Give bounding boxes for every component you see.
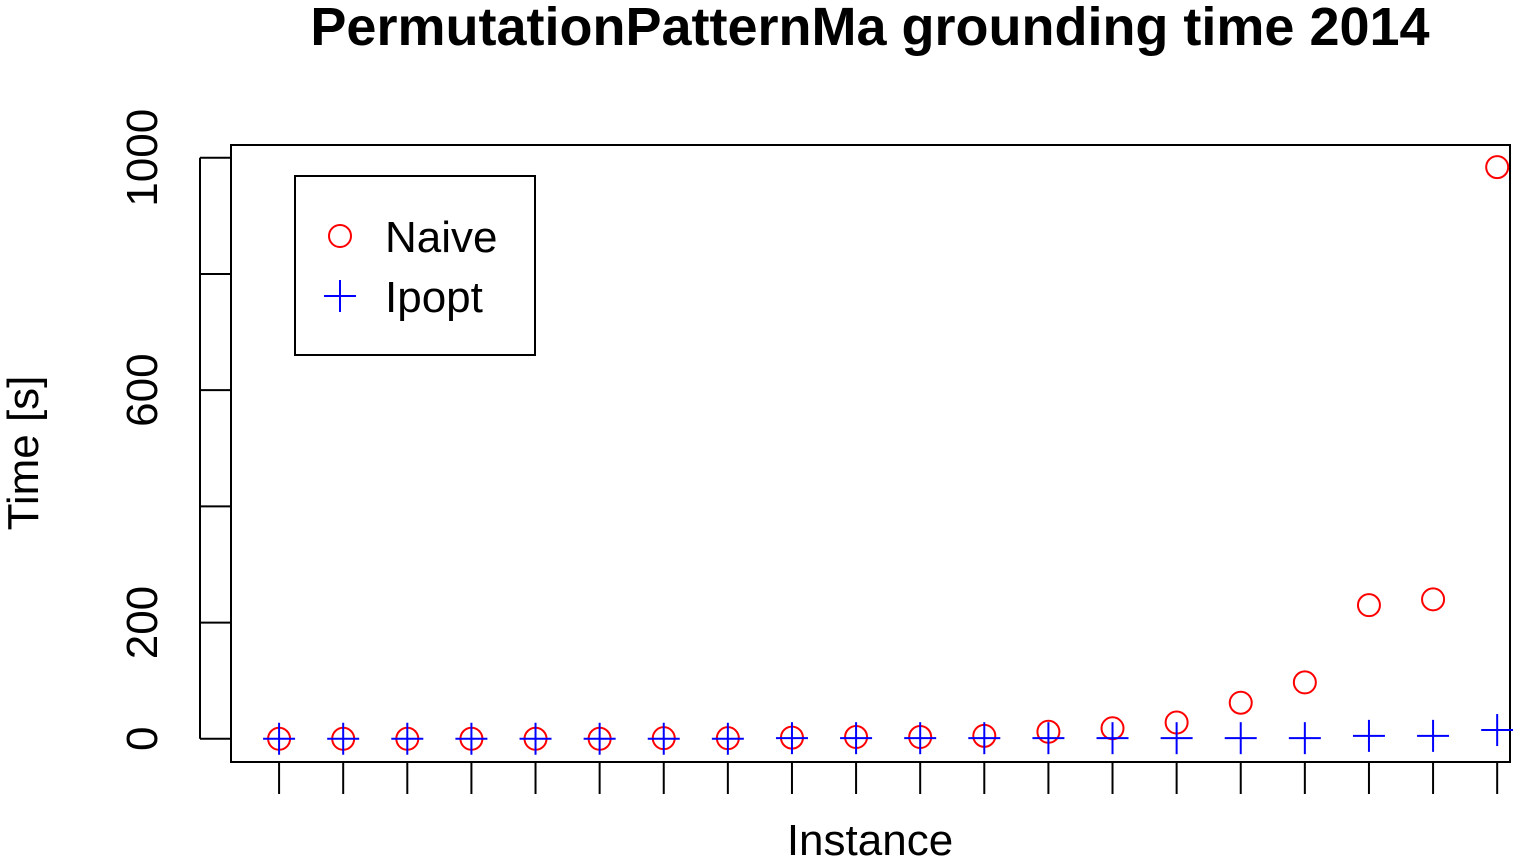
y-axis-label: Time [s] <box>0 376 48 531</box>
point-ipopt <box>327 722 360 755</box>
point-ipopt <box>455 722 488 755</box>
point-ipopt <box>1096 722 1129 755</box>
point-ipopt <box>840 722 873 755</box>
plot-frame <box>230 144 1511 763</box>
legend-box <box>294 175 536 356</box>
legend-label: Ipopt <box>385 273 483 322</box>
point-ipopt <box>968 722 1001 755</box>
x-axis-label: Instance <box>787 816 953 860</box>
point-ipopt <box>1160 722 1193 755</box>
point-ipopt <box>391 722 424 755</box>
legend-marker <box>324 280 356 312</box>
point-ipopt <box>1032 722 1065 755</box>
data-points <box>263 155 1513 755</box>
legend-item-ipopt: Ipopt <box>324 273 483 322</box>
point-naive <box>1292 670 1317 695</box>
point-ipopt <box>1352 719 1385 752</box>
legend-item-naive: Naive <box>328 213 498 262</box>
point-ipopt <box>711 722 744 755</box>
point-ipopt <box>1417 719 1450 752</box>
legend-marker <box>328 224 352 248</box>
point-naive <box>1228 690 1253 715</box>
x-axis <box>278 762 1499 794</box>
chart-title: PermutationPatternMa grounding time 2014 <box>310 0 1429 57</box>
y-tick-label: 0 <box>118 727 167 751</box>
point-ipopt <box>519 722 552 755</box>
point-naive <box>1356 593 1381 618</box>
point-ipopt <box>1288 722 1321 755</box>
series-ipopt <box>263 714 1513 755</box>
point-naive <box>1421 587 1446 612</box>
point-ipopt <box>263 722 296 755</box>
y-tick-label: 1000 <box>118 109 167 207</box>
point-ipopt <box>775 722 808 755</box>
point-ipopt <box>904 722 937 755</box>
legend: Naive Ipopt <box>294 175 536 356</box>
y-tick-label: 200 <box>118 586 167 659</box>
y-axis: 0 200 600 1000 <box>118 109 231 751</box>
point-naive <box>1485 155 1510 180</box>
point-ipopt <box>583 722 616 755</box>
point-ipopt <box>647 722 680 755</box>
point-ipopt <box>1481 714 1513 747</box>
legend-label: Naive <box>385 213 498 262</box>
point-ipopt <box>1224 722 1257 755</box>
y-tick-label: 600 <box>118 353 167 426</box>
